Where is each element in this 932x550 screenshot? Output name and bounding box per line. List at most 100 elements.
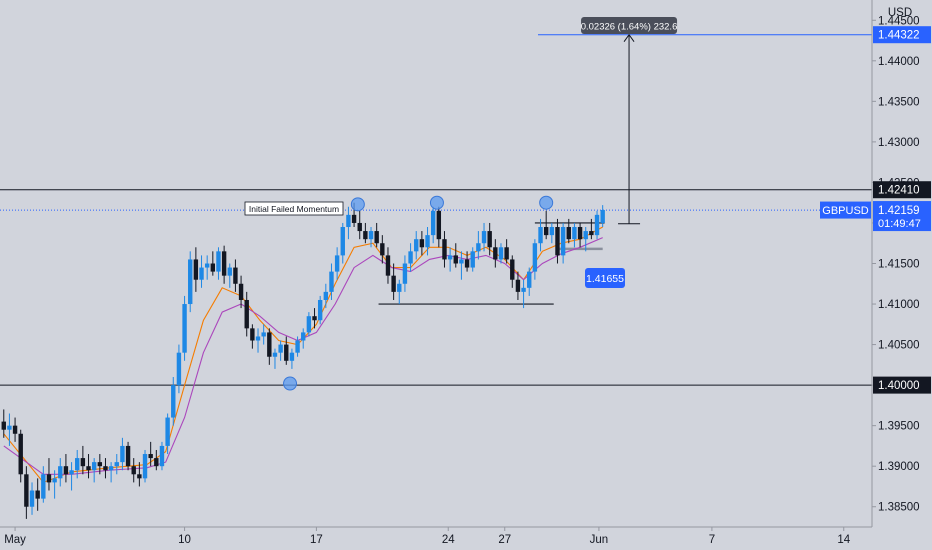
- candle[interactable]: [69, 462, 74, 491]
- candle[interactable]: [425, 227, 430, 256]
- candle[interactable]: [182, 295, 187, 361]
- candle[interactable]: [148, 441, 153, 467]
- candle[interactable]: [63, 454, 69, 483]
- candle[interactable]: [142, 449, 148, 483]
- candle[interactable]: [165, 413, 170, 455]
- candle[interactable]: [1, 409, 6, 438]
- candle[interactable]: [221, 245, 227, 284]
- candle[interactable]: [295, 336, 300, 357]
- swing-point-marker[interactable]: [429, 195, 444, 210]
- candle[interactable]: [572, 222, 577, 248]
- candle[interactable]: [18, 429, 23, 483]
- candle[interactable]: [91, 458, 97, 483]
- candle[interactable]: [58, 458, 63, 487]
- candle[interactable]: [317, 295, 323, 325]
- candle[interactable]: [75, 449, 80, 479]
- candle[interactable]: [566, 218, 571, 244]
- candle[interactable]: [12, 417, 18, 442]
- candle[interactable]: [329, 263, 334, 300]
- candle[interactable]: [510, 255, 515, 288]
- candle[interactable]: [374, 222, 379, 248]
- candle[interactable]: [244, 291, 249, 337]
- candle[interactable]: [368, 227, 374, 248]
- candle[interactable]: [470, 247, 475, 272]
- candle[interactable]: [86, 454, 91, 479]
- swing-point-marker[interactable]: [283, 376, 298, 391]
- candle[interactable]: [114, 454, 119, 475]
- candle[interactable]: [408, 243, 413, 272]
- swing-point-marker[interactable]: [350, 197, 365, 212]
- candle[interactable]: [481, 222, 487, 252]
- candle[interactable]: [532, 239, 538, 280]
- candle[interactable]: [227, 263, 232, 288]
- candle[interactable]: [46, 458, 52, 491]
- candle[interactable]: [137, 462, 142, 487]
- candle[interactable]: [193, 247, 199, 292]
- candle[interactable]: [346, 206, 351, 240]
- candle[interactable]: [284, 336, 289, 365]
- candle[interactable]: [306, 312, 312, 337]
- candle[interactable]: [527, 267, 532, 296]
- candle[interactable]: [323, 283, 329, 309]
- candle[interactable]: [171, 377, 176, 426]
- candle[interactable]: [414, 231, 419, 260]
- candle[interactable]: [97, 454, 103, 475]
- candle[interactable]: [238, 275, 244, 309]
- candle[interactable]: [498, 243, 504, 264]
- candle[interactable]: [188, 251, 193, 313]
- candle[interactable]: [543, 210, 549, 240]
- candle[interactable]: [312, 308, 317, 329]
- candle[interactable]: [278, 340, 283, 361]
- candle[interactable]: [267, 328, 272, 365]
- candle[interactable]: [430, 206, 436, 244]
- candle[interactable]: [436, 206, 442, 248]
- candle[interactable]: [24, 466, 29, 519]
- candle[interactable]: [549, 222, 555, 244]
- candle[interactable]: [334, 247, 340, 280]
- candle[interactable]: [250, 324, 255, 349]
- candle[interactable]: [453, 243, 458, 268]
- candle[interactable]: [159, 441, 165, 471]
- candle[interactable]: [7, 413, 12, 446]
- failed-momentum-note[interactable]: Initial Failed Momentum: [244, 201, 344, 216]
- candle[interactable]: [487, 222, 492, 256]
- candle[interactable]: [125, 441, 131, 471]
- candle[interactable]: [357, 210, 362, 240]
- candle[interactable]: [447, 247, 453, 272]
- candle[interactable]: [41, 466, 46, 503]
- candle[interactable]: [255, 328, 261, 353]
- candle[interactable]: [272, 348, 278, 369]
- candle[interactable]: [515, 271, 521, 300]
- candle[interactable]: [380, 235, 385, 264]
- candle[interactable]: [464, 251, 470, 272]
- candle[interactable]: [204, 255, 210, 280]
- candle[interactable]: [289, 348, 295, 369]
- candle[interactable]: [419, 231, 425, 256]
- candle[interactable]: [442, 231, 447, 268]
- candle[interactable]: [583, 227, 588, 252]
- candle[interactable]: [402, 255, 408, 292]
- candle[interactable]: [52, 470, 57, 499]
- candle[interactable]: [340, 222, 345, 264]
- candle[interactable]: [385, 247, 391, 284]
- swing-point-marker[interactable]: [539, 195, 554, 210]
- candle[interactable]: [301, 328, 306, 349]
- candle[interactable]: [131, 458, 136, 483]
- candle[interactable]: [589, 218, 594, 240]
- candle[interactable]: [493, 239, 498, 268]
- candle[interactable]: [560, 222, 566, 264]
- candle[interactable]: [233, 259, 238, 292]
- candle[interactable]: [261, 324, 266, 345]
- candle[interactable]: [210, 251, 216, 276]
- candle[interactable]: [555, 218, 560, 264]
- candle[interactable]: [108, 462, 114, 483]
- candle[interactable]: [577, 222, 583, 248]
- candle[interactable]: [363, 222, 368, 244]
- candle[interactable]: [35, 478, 40, 511]
- candle[interactable]: [80, 445, 86, 475]
- candle[interactable]: [521, 279, 526, 309]
- candle[interactable]: [216, 247, 221, 280]
- candle[interactable]: [538, 218, 543, 252]
- price-tag-annotation[interactable]: 1.41655: [585, 268, 625, 288]
